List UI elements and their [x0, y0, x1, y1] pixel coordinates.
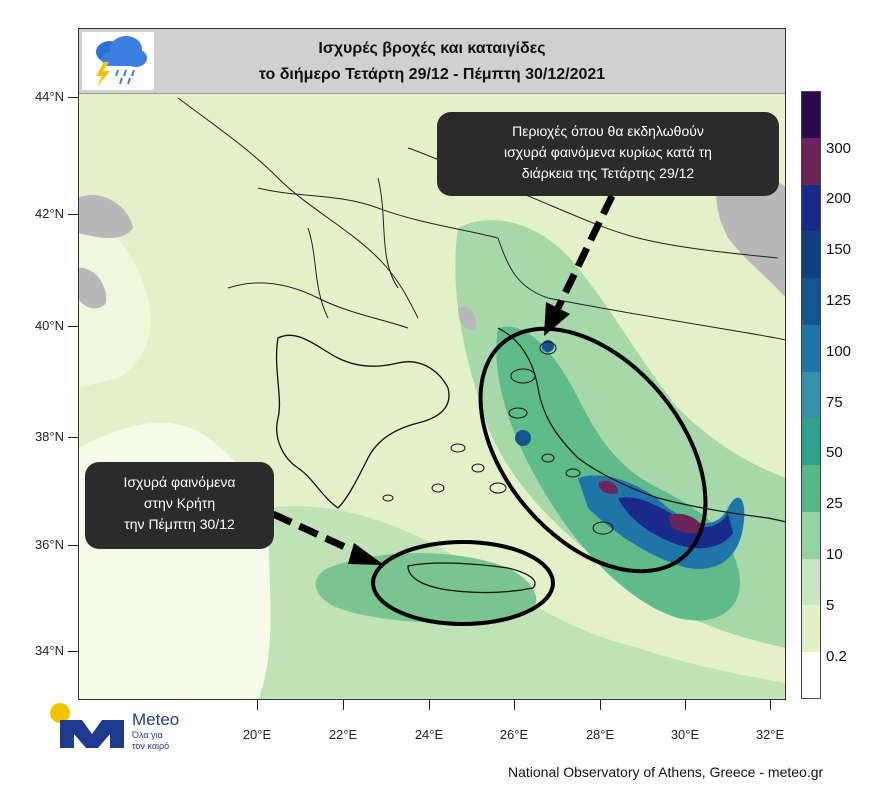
callout-wednesday-line-1: Περιοχές όπου θα εκδηλωθούν — [512, 123, 704, 139]
callout-crete: Ισχυρά φαινόμενα στην Κρήτη την Πέμπτη 3… — [85, 462, 274, 549]
lon-tick — [685, 700, 686, 710]
lon-tick — [770, 700, 771, 710]
adriatic-sea — [78, 208, 151, 388]
colorbar-label-50: 50 — [826, 444, 843, 461]
colorbar-label-0-2: 0.2 — [826, 648, 847, 665]
lat-label-40: 40°N — [34, 318, 64, 333]
crete-coastline — [407, 562, 536, 594]
colorbar-label-10: 10 — [826, 546, 843, 563]
arrow-head-crete — [348, 543, 384, 565]
colorbar-swatch — [801, 511, 821, 560]
callout-wednesday-line-3: διάρκεια της Τετάρτης 29/12 — [521, 165, 695, 181]
title-line-1: Ισχυρές βροχές και καταιγίδες — [318, 40, 546, 57]
lon-tick — [600, 700, 601, 710]
colorbar-swatch — [801, 418, 821, 466]
highlight-ellipse-crete — [371, 540, 555, 626]
colorbar-label-75: 75 — [826, 394, 843, 411]
grey-patch-3 — [716, 173, 786, 298]
colorbar-swatch — [801, 137, 821, 186]
lat-label-44: 44°N — [34, 89, 64, 104]
lon-label-20: 20°E — [242, 727, 272, 742]
callout-crete-line-1: Ισχυρά φαινόμενα — [123, 474, 236, 490]
lat-label-34: 34°N — [34, 643, 64, 658]
rain-extreme-2 — [598, 481, 618, 494]
footer-credit: National Observatory of Athens, Greece -… — [508, 764, 824, 780]
title-line-2: το διήμερο Τετάρτη 29/12 - Πέμπτη 30/12/… — [258, 66, 606, 83]
colorbar-swatch — [801, 324, 821, 373]
lat-tick — [68, 545, 78, 546]
colorbar-swatch — [801, 184, 821, 232]
lon-label-22: 22°E — [328, 727, 358, 742]
turkey-coastline — [497, 327, 786, 523]
colorbar-swatch — [801, 91, 821, 139]
grey-patch-1 — [78, 194, 133, 238]
lon-label-24: 24°E — [414, 727, 444, 742]
colorbar-swatch — [801, 278, 821, 326]
logo-brand: Meteo — [132, 710, 180, 729]
greece-coastline — [275, 334, 450, 509]
aegean-islands — [382, 341, 614, 535]
lon-tick — [257, 700, 258, 710]
callout-crete-line-2: στην Κρήτη — [143, 495, 216, 511]
colorbar-swatch — [801, 558, 821, 606]
callout-wednesday-line-2: ισχυρά φαινόμενα κυρίως κατά τη — [504, 144, 712, 160]
colorbar-label-200: 200 — [826, 190, 852, 207]
colorbar-swatch — [801, 605, 821, 653]
rain-extreme-1 — [668, 513, 703, 534]
colorbar-label-5: 5 — [826, 597, 835, 614]
lon-tick — [343, 700, 344, 710]
rain-crete-area — [315, 553, 537, 624]
lat-tick — [68, 214, 78, 215]
lat-label-42: 42°N — [34, 206, 64, 221]
grey-patch-4 — [458, 306, 477, 330]
colorbar-label-300: 300 — [826, 140, 852, 157]
lon-tick — [514, 700, 515, 710]
lon-label-30: 30°E — [670, 727, 700, 742]
logo-tagline-2: τον καιρό — [132, 741, 170, 751]
colorbar-label-150: 150 — [826, 241, 852, 258]
lon-label-32: 32°E — [755, 727, 785, 742]
logo-tagline-1: Όλα για — [132, 730, 163, 740]
lat-tick — [68, 326, 78, 327]
arrow-crete — [271, 510, 360, 557]
colorbar-swatch — [801, 652, 821, 700]
arrow-wednesday — [554, 194, 616, 310]
lat-tick — [68, 437, 78, 438]
lat-tick — [68, 97, 78, 98]
grey-patch-2 — [78, 267, 107, 309]
lat-tick — [68, 651, 78, 652]
storm-cloud-rain-icon — [82, 32, 154, 90]
lon-label-26: 26°E — [499, 727, 529, 742]
lon-tick — [429, 700, 430, 710]
meteo-logo: Meteo Όλα για τον καιρό — [46, 702, 196, 754]
colorbar-label-25: 25 — [826, 495, 843, 512]
title-box: Ισχυρές βροχές και καταιγίδες το διήμερο… — [78, 28, 786, 94]
rain-spot-islands — [515, 430, 531, 446]
colorbar-swatch — [801, 231, 821, 279]
arrows — [271, 194, 616, 557]
colorbar-label-125: 125 — [826, 292, 852, 309]
rain-spot-lesbos — [542, 340, 554, 352]
colorbar-label-100: 100 — [826, 343, 852, 360]
lon-label-28: 28°E — [585, 727, 615, 742]
highlight-ellipse-aegean — [478, 326, 708, 574]
callout-crete-line-3: την Πέμπτη 30/12 — [124, 516, 235, 532]
colorbar-swatch — [801, 371, 821, 419]
callout-wednesday: Περιοχές όπου θα εκδηλωθούν ισχυρά φαινό… — [437, 112, 779, 196]
lat-label-38: 38°N — [34, 429, 64, 444]
lat-label-36: 36°N — [34, 537, 64, 552]
colorbar-swatch — [801, 465, 821, 513]
